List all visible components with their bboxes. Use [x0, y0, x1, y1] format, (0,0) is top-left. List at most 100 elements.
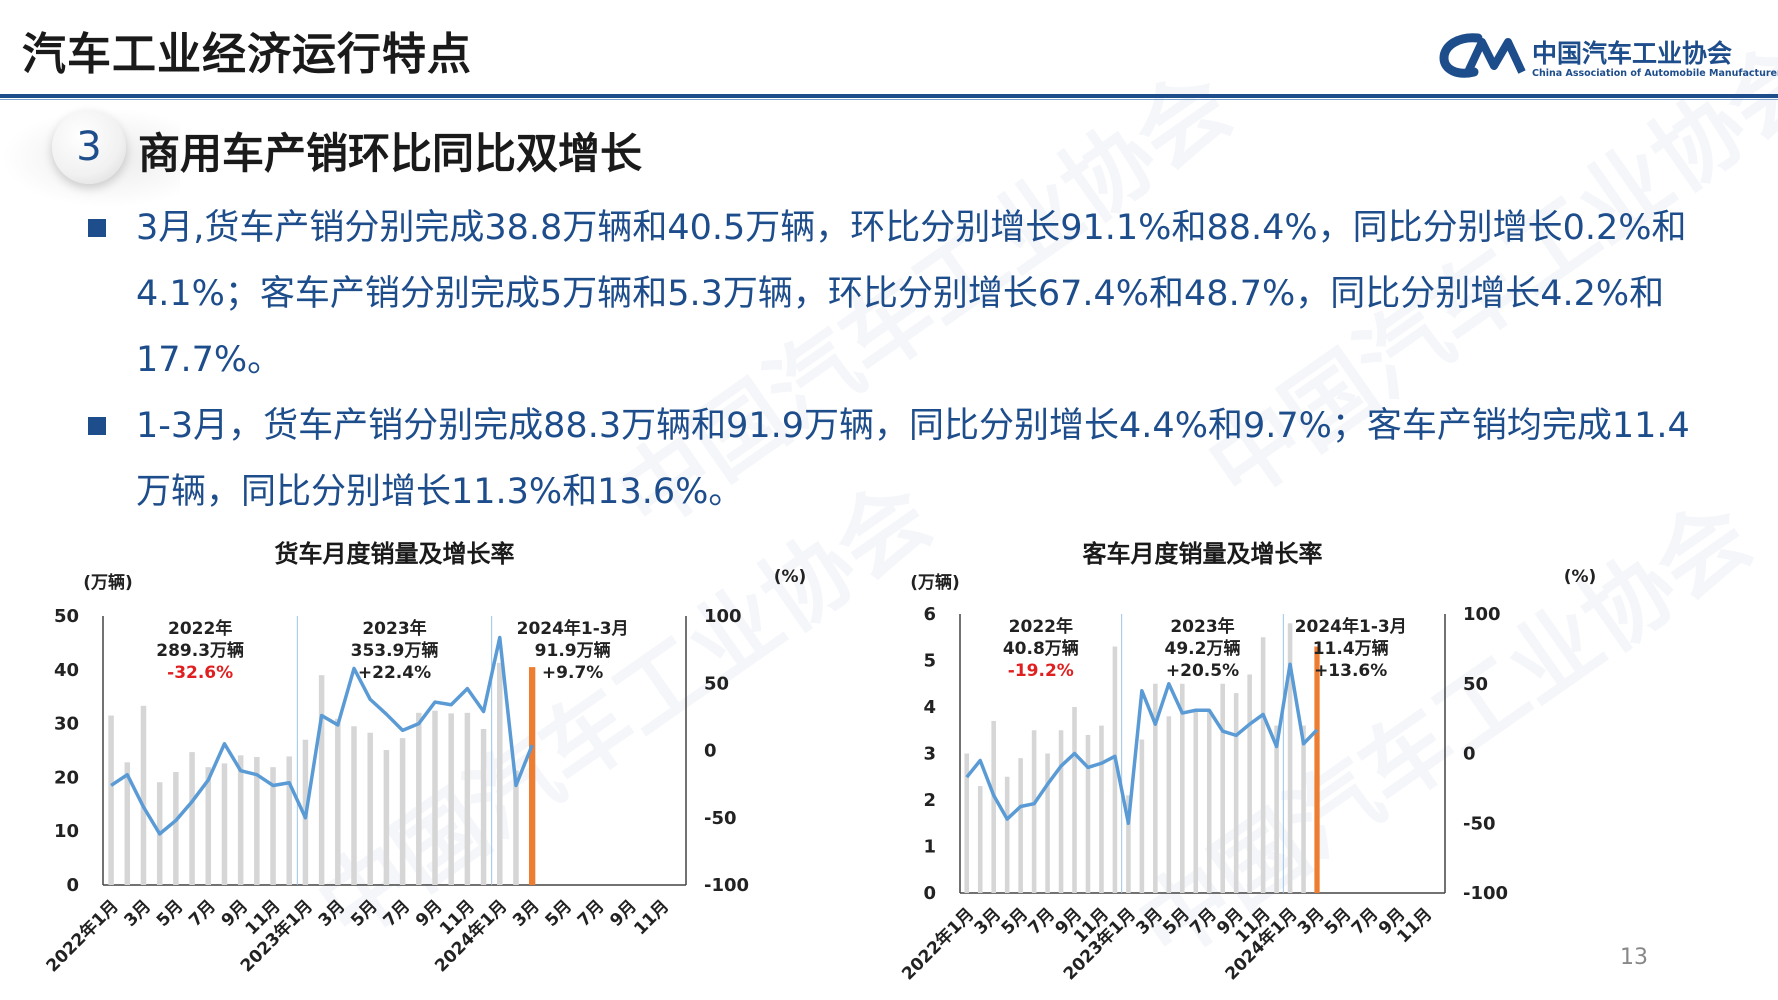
chart-title: 客车月度销量及增长率 — [1083, 540, 1323, 568]
period-growth-label: +13.6% — [1314, 661, 1387, 681]
y2-tick-label: -50 — [1463, 813, 1496, 834]
sales-bar — [480, 728, 487, 885]
x-tick-label: 7月 — [574, 896, 609, 931]
sales-bar — [513, 770, 519, 885]
sales-bar — [124, 762, 131, 885]
y2-axis-label: (%) — [774, 567, 807, 587]
sales-bar — [1099, 725, 1104, 893]
y-axis-label: (万辆) — [83, 572, 133, 593]
bullet-list: 3月,货车产销分别完成38.8万辆和40.5万辆，环比分别增长91.1%和88.… — [88, 195, 1718, 525]
x-tick-label: 3月 — [120, 896, 155, 931]
x-tick-label: 5月 — [347, 896, 382, 931]
bullet-item: 3月,货车产销分别完成38.8万辆和40.5万辆，环比分别增长91.1%和88.… — [88, 195, 1718, 393]
period-year-label: 2023年 — [1170, 616, 1234, 637]
period-total-label: 11.4万辆 — [1313, 638, 1389, 659]
sales-bar — [497, 662, 503, 885]
sales-bar — [1085, 734, 1091, 893]
sales-bar — [1301, 725, 1306, 893]
y-tick-label: 6 — [923, 604, 936, 625]
page-title: 汽车工业经济运行特点 — [22, 29, 472, 80]
section-title: 商用车产销环比同比双增长 — [138, 129, 643, 178]
page-number: 13 — [1620, 945, 1648, 970]
y-tick-label: 10 — [54, 821, 79, 842]
sales-bar — [977, 786, 983, 893]
growth-rate-line — [110, 635, 534, 836]
period-growth-label: -32.6% — [167, 663, 233, 683]
sales-bar — [991, 720, 996, 893]
x-tick-label: 3月 — [509, 896, 544, 931]
y2-tick-label: 0 — [704, 741, 717, 762]
sales-bar — [416, 712, 422, 885]
sales-bar — [383, 749, 390, 885]
period-year-label: 2022年 — [1009, 616, 1073, 637]
period-growth-label: +22.4% — [358, 663, 431, 683]
y-tick-label: 0 — [923, 883, 936, 904]
x-tick-label: 5月 — [542, 896, 577, 931]
sales-bar — [1166, 716, 1172, 893]
x-tick-label: 2022年1月 — [898, 904, 979, 985]
header-divider-thin — [0, 99, 1778, 100]
period-growth-label: +20.5% — [1166, 661, 1239, 681]
bus-sales-chart: 客车月度销量及增长率 (万辆) (%) 0 1 2 3 4 5 6 -100 -50 0 50 100 202… — [890, 538, 1690, 993]
highlight-bar — [528, 667, 536, 885]
sales-bar — [1004, 776, 1010, 893]
bullet-text: 3月,货车产销分别完成38.8万辆和40.5万辆，环比分别增长91.1%和88.… — [136, 208, 1687, 380]
sales-bar — [432, 710, 438, 885]
bullet-square-icon — [88, 219, 106, 237]
y-tick-label: 0 — [66, 875, 79, 896]
highlight-bar — [1314, 646, 1320, 893]
sales-bar — [254, 756, 260, 885]
y2-axis-label: (%) — [1564, 567, 1597, 587]
sales-bar — [464, 712, 471, 885]
sales-bar — [1220, 683, 1225, 893]
growth-rate-line — [965, 662, 1319, 825]
y-tick-label: 30 — [54, 714, 79, 735]
sales-bar — [108, 715, 114, 885]
y2-tick-label: 100 — [1463, 604, 1501, 625]
period-total-label: 49.2万辆 — [1165, 638, 1241, 659]
sales-bar — [964, 753, 970, 893]
sales-bar — [1139, 739, 1145, 893]
sales-bar — [237, 755, 244, 885]
sales-bar — [270, 767, 276, 885]
sales-bar — [318, 675, 325, 885]
sales-bar — [1180, 683, 1185, 893]
bullet-item: 1-3月，货车产销分别完成88.3万辆和91.9万辆，同比分别增长4.4%和9.… — [88, 393, 1718, 525]
sales-bar — [1018, 758, 1023, 893]
y2-tick-label: 0 — [1463, 744, 1476, 765]
period-growth-label: +9.7% — [542, 663, 603, 683]
sales-bar — [1274, 725, 1279, 893]
y2-tick-label: -100 — [1463, 883, 1508, 904]
y2-tick-label: 50 — [1463, 674, 1488, 695]
period-total-label: 289.3万辆 — [156, 640, 244, 661]
y-axis-label: (万辆) — [910, 572, 960, 593]
sales-bar — [173, 772, 179, 885]
period-total-label: 353.9万辆 — [351, 640, 439, 661]
truck-sales-chart: 货车月度销量及增长率 (万辆) (%) 0 10 20 30 40 50 -100 -50 0 50 10… — [30, 538, 880, 993]
sales-bar — [1260, 637, 1266, 893]
period-year-label: 2024年1-3月 — [517, 618, 629, 639]
logo-text-en: China Association of Automobile Manufact… — [1532, 68, 1778, 79]
y-tick-label: 5 — [923, 651, 936, 672]
sales-bar — [1247, 674, 1252, 893]
sales-bar — [1058, 730, 1064, 893]
y2-tick-label: 100 — [704, 606, 742, 627]
x-tick-label: 11月 — [630, 896, 673, 939]
sales-bar — [1206, 711, 1212, 893]
sales-bar — [351, 726, 357, 885]
truck-sales-chart-svg: 货车月度销量及增长率 (万辆) (%) 0 10 20 30 40 50 -100 -50 0 50 10… — [42, 540, 807, 976]
period-year-label: 2022年 — [168, 618, 232, 639]
period-year-label: 2023年 — [362, 618, 426, 639]
y2-tick-label: -50 — [704, 808, 737, 829]
sales-bar — [1287, 623, 1293, 893]
logo-text-cn: 中国汽车工业协会 — [1532, 39, 1733, 68]
period-growth-label: -19.2% — [1008, 661, 1074, 681]
bus-sales-chart-svg: 客车月度销量及增长率 (万辆) (%) 0 1 2 3 4 5 6 -100 -50 0 50 100 202… — [898, 540, 1597, 985]
y-tick-label: 1 — [923, 837, 936, 858]
sales-bar — [221, 763, 228, 885]
y-tick-label: 2 — [923, 790, 936, 811]
period-total-label: 40.8万辆 — [1003, 638, 1079, 659]
y-tick-label: 50 — [54, 606, 79, 627]
sales-bar — [1072, 707, 1077, 893]
bullet-text: 1-3月，货车产销分别完成88.3万辆和91.9万辆，同比分别增长4.4%和9.… — [136, 406, 1690, 512]
